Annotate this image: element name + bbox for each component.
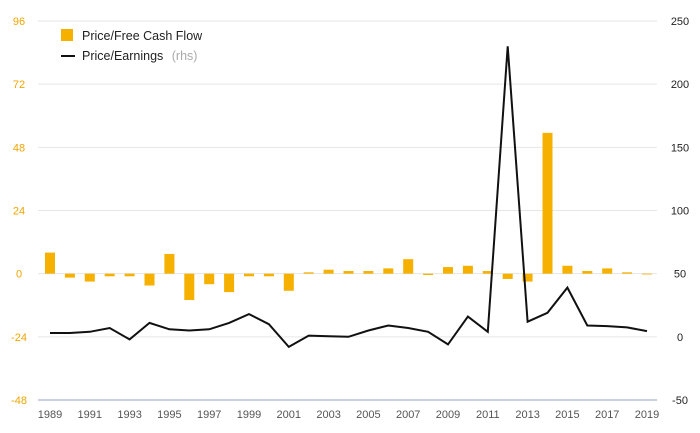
x-tick-label: 1989 [38,409,62,421]
x-tick-label: 2009 [436,409,460,421]
bar [522,273,533,282]
left-tick-label: -24 [11,332,27,344]
legend-label-rhs: (rhs) [172,49,198,63]
x-tick-label: 1997 [197,409,221,421]
right-tick-label: 100 [671,206,689,218]
x-tick-label: 2011 [476,409,500,421]
x-tick-label: 2003 [316,409,340,421]
x-tick-label: 2019 [635,409,659,421]
legend-label-price-earnings-name: Price/Earnings [82,49,163,63]
bar [164,253,175,274]
left-tick-label: -48 [11,395,27,407]
bar [204,273,215,285]
x-tick-label: 2001 [277,409,301,421]
x-tick-label: 2005 [356,409,380,421]
left-tick-label: 96 [13,16,25,28]
bar [45,252,55,274]
bar [602,268,613,274]
bar [403,259,414,274]
bar [244,273,254,277]
right-tick-label: 200 [671,79,689,91]
right-tick-label: -50 [672,395,688,407]
x-tick-label: 2015 [555,409,579,421]
x-axis-ticks: 1989 1991 1993 1995 1997 1999 2001 2003 2005 2007… [38,409,659,421]
bar [263,273,274,277]
x-tick-label: 2017 [595,409,619,421]
bar [104,273,115,277]
bar [363,271,374,274]
bar [224,273,235,293]
bar [562,265,573,274]
left-tick-label: 72 [13,79,25,91]
left-tick-label: 48 [13,142,25,154]
line-path [50,46,648,349]
bar [423,273,434,275]
right-tick-label: 150 [671,142,689,154]
legend: Price/Free Cash Flow Price/Earnings (rhs… [61,29,203,64]
x-tick-label: 1993 [117,409,141,421]
bar [303,272,314,274]
bar [622,272,633,274]
line-series-price-earnings [50,46,648,349]
x-tick-label: 2007 [396,409,420,421]
bar [462,265,473,274]
bar [283,273,294,291]
bar [642,273,652,275]
bar [443,267,453,274]
legend-swatch-bar [61,29,73,41]
x-tick-label: 1995 [157,409,181,421]
bar [323,269,334,274]
right-tick-label: 0 [677,332,683,344]
bar [84,273,95,282]
x-tick-label: 1991 [78,409,102,421]
bar [184,273,195,300]
x-tick-label: 2013 [515,409,539,421]
gridlines [38,20,657,338]
right-tick-label: 50 [674,269,686,281]
bar [64,273,75,278]
x-tick-label: 1999 [237,409,261,421]
bar [383,268,394,274]
bar [582,271,593,274]
left-axis-ticks: 96 72 48 24 0 -24 -48 [11,16,27,407]
bar [502,273,513,279]
bar [542,132,553,274]
bar-series-price-free-cash-flow [45,132,652,300]
bar [482,271,493,274]
right-tick-label: 250 [671,16,689,28]
legend-label-price-free-cash-flow: Price/Free Cash Flow [82,29,203,43]
legend-label-price-earnings: Price/Earnings (rhs) [82,47,197,64]
left-tick-label: 0 [16,269,22,281]
bar [343,271,354,274]
bar [124,273,135,277]
left-tick-label: 24 [13,206,25,218]
bar [144,273,155,286]
right-axis-ticks: 250 200 150 100 50 0 -50 [671,16,689,407]
